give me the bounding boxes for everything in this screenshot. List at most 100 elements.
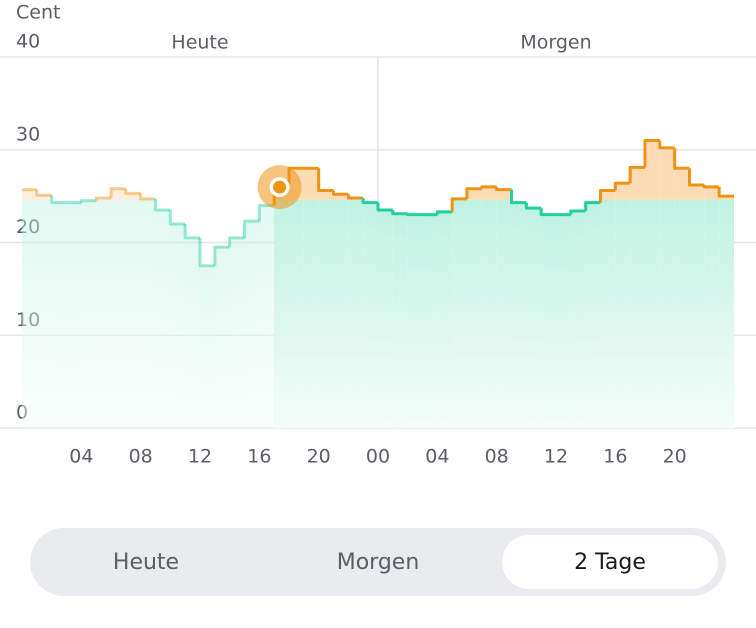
- area-above: [615, 183, 631, 200]
- area-below: [570, 210, 586, 428]
- price-step: [628, 165, 645, 184]
- area-below: [556, 214, 571, 428]
- x-tick-label: 20: [307, 446, 331, 468]
- area-above: [645, 140, 660, 200]
- area-below: [66, 202, 82, 428]
- price-step: [183, 223, 200, 240]
- area-above: [719, 196, 734, 200]
- price-step: [213, 245, 230, 266]
- price-step: [465, 187, 482, 199]
- x-tick-label: 04: [69, 446, 93, 468]
- area-above: [659, 147, 675, 200]
- area-below: [125, 199, 141, 428]
- area-below: [111, 199, 126, 428]
- price-step: [480, 185, 497, 189]
- area-above: [333, 194, 349, 200]
- tab-label[interactable]: Heute: [113, 550, 179, 575]
- price-step: [613, 181, 631, 191]
- price-step: [569, 209, 586, 215]
- area-below: [363, 202, 378, 428]
- area-above: [467, 188, 482, 200]
- current-marker: [273, 180, 287, 194]
- area-below: [185, 237, 200, 428]
- area-above: [22, 189, 37, 200]
- tab-label[interactable]: 2 Tage: [574, 550, 646, 575]
- price-step: [376, 202, 393, 212]
- price-step: [79, 199, 97, 203]
- area-below: [259, 205, 275, 428]
- area-below: [704, 199, 720, 428]
- area-below: [689, 199, 705, 428]
- price-step: [139, 193, 156, 201]
- y-tick-label: 40: [16, 31, 40, 53]
- price-step: [658, 140, 675, 150]
- area-below: [437, 211, 453, 428]
- price-step: [391, 210, 408, 216]
- area-below: [526, 208, 542, 428]
- tab-label[interactable]: Morgen: [337, 550, 420, 575]
- price-step: [361, 197, 378, 205]
- price-step: [539, 208, 556, 217]
- area-below: [481, 199, 497, 428]
- price-step: [124, 188, 141, 195]
- area-below: [541, 214, 556, 428]
- area-below: [392, 213, 408, 428]
- area-below: [229, 237, 245, 428]
- area-below: [467, 199, 482, 428]
- area-below: [674, 199, 690, 428]
- price-step: [717, 186, 734, 198]
- price-step: [495, 186, 512, 192]
- price-step: [168, 210, 186, 226]
- x-tick-label: 08: [485, 446, 509, 468]
- area-above: [630, 167, 645, 200]
- x-tick-label: 08: [129, 446, 153, 468]
- area-above: [481, 186, 497, 200]
- price-step: [109, 187, 126, 198]
- area-above: [318, 190, 334, 200]
- price-step: [94, 196, 111, 201]
- y-axis-label: Cent: [16, 2, 60, 24]
- area-below: [22, 199, 37, 428]
- tab-selected-pill: [502, 535, 718, 589]
- area-below: [200, 265, 215, 428]
- area-below: [51, 202, 67, 428]
- area-below: [422, 214, 438, 428]
- area-below: [511, 202, 527, 428]
- area-below: [81, 200, 97, 428]
- price-step: [243, 219, 260, 238]
- price-step: [346, 194, 364, 200]
- area-below: [378, 210, 393, 428]
- x-tick-label: 16: [247, 446, 271, 468]
- area-above: [96, 197, 111, 200]
- area-above: [496, 189, 512, 200]
- price-step: [688, 168, 705, 187]
- day-label: Morgen: [520, 32, 591, 54]
- area-below: [645, 199, 660, 428]
- area-above: [125, 193, 141, 200]
- area-above: [36, 195, 52, 200]
- price-step: [406, 213, 423, 217]
- area-below: [244, 221, 260, 428]
- day-label: Heute: [171, 32, 228, 54]
- price-step: [524, 202, 542, 210]
- price-step: [317, 168, 334, 193]
- price-step: [35, 189, 52, 197]
- area-below: [407, 214, 423, 428]
- area-above: [704, 186, 720, 200]
- area-below: [214, 247, 230, 428]
- area-below: [289, 199, 304, 428]
- price-step: [584, 201, 601, 211]
- area-below: [318, 199, 334, 428]
- area-below: [140, 199, 156, 428]
- price-step: [702, 184, 720, 189]
- area-below: [496, 199, 512, 428]
- area-below: [155, 210, 171, 428]
- area-below: [615, 199, 631, 428]
- area-below: [452, 199, 467, 428]
- area-above: [689, 184, 705, 200]
- area-above: [111, 188, 126, 200]
- x-tick-label: 12: [544, 446, 568, 468]
- area-above: [674, 168, 690, 200]
- area-above: [303, 168, 319, 200]
